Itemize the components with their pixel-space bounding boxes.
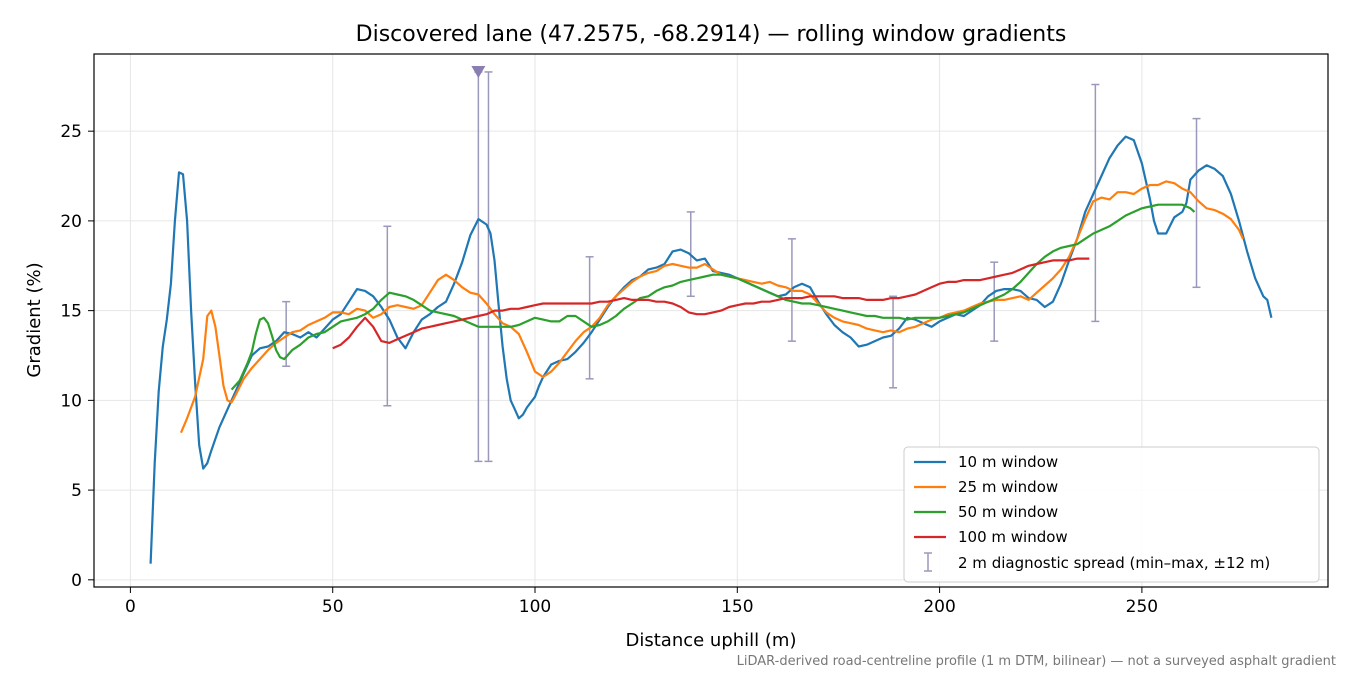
x-axis-label: Distance uphill (m) [626,630,797,651]
y-tick-label: 20 [60,212,82,232]
y-tick-label: 15 [60,302,82,322]
y-tick-label: 0 [71,571,82,591]
x-tick-label: 0 [125,597,136,617]
plot-frame [93,53,1329,588]
series-line-0 [149,135,1273,564]
y-tick-label: 25 [60,122,82,142]
x-axis-ticks: 0 50 100 150 200 250 [125,587,1158,617]
y-tick-label: 10 [60,391,82,411]
series-line-1 [179,180,1245,434]
x-tick-label: 150 [721,597,753,617]
series-line-2 [230,203,1196,391]
series-line-3 [332,257,1090,350]
peak-marker [471,65,486,78]
legend-label-10m: 10 m window [958,453,1058,471]
legend-label-100m: 100 m window [958,528,1068,546]
legend-label-25m: 25 m window [958,478,1058,496]
chart-title: Discovered lane (47.2575, -68.2914) — ro… [356,22,1067,47]
legend-label-errorbar: 2 m diagnostic spread (min–max, ±12 m) [958,554,1270,572]
series-lines [149,135,1273,564]
error-bar [474,71,483,463]
error-bar [1091,83,1100,323]
error-bar [889,295,898,389]
legend-label-50m: 50 m window [958,503,1058,521]
legend-swatch-errorbar [924,552,932,572]
y-tick-label: 5 [71,481,82,501]
x-tick-label: 100 [519,597,551,617]
triangle-down-marker [471,65,486,78]
y-axis-label: Gradient (%) [24,262,45,377]
legend: 10 m window 25 m window 50 m window 100 … [903,446,1320,583]
x-tick-label: 50 [322,597,344,617]
error-bar [990,261,999,342]
legend-box [903,446,1320,583]
error-bar [484,71,493,463]
x-tick-label: 250 [1126,597,1158,617]
x-tick-label: 200 [923,597,955,617]
footnote: LiDAR-derived road-centreline profile (1… [737,654,1336,669]
error-bar [1192,117,1201,289]
y-axis-ticks: 0 5 10 15 20 25 [60,122,94,591]
error-bar [585,256,594,380]
